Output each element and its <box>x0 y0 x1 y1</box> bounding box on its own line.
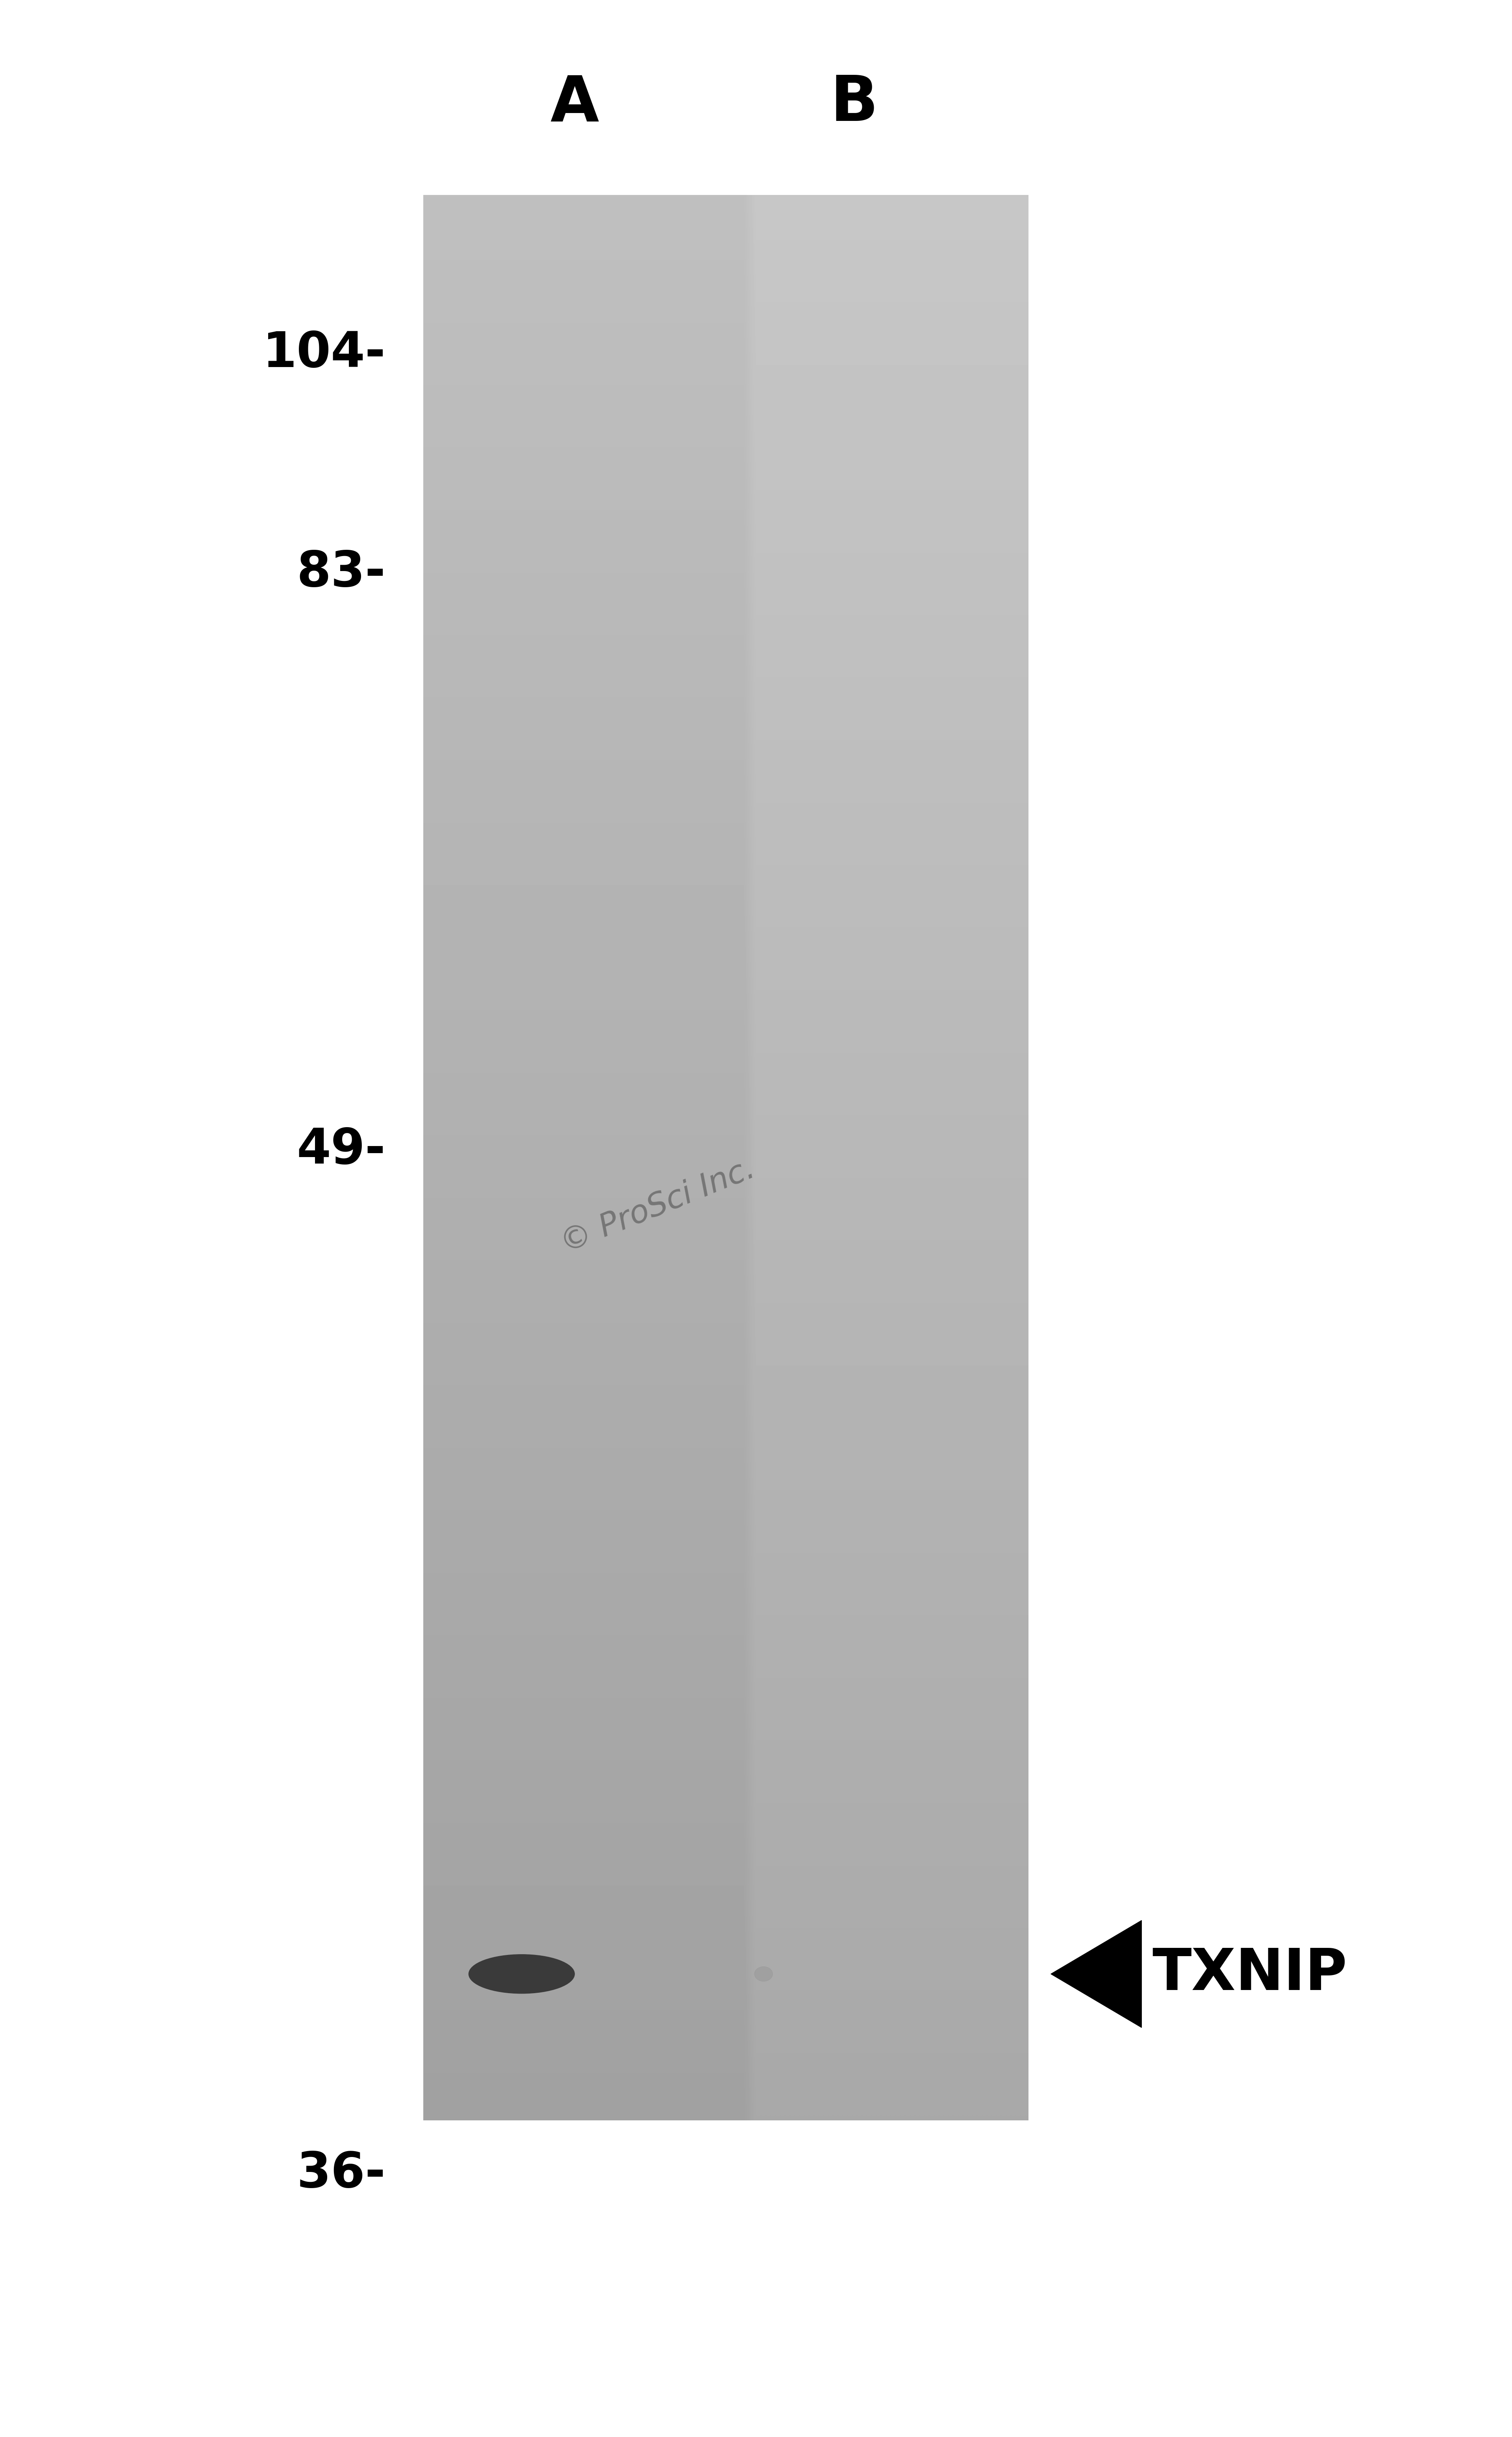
Polygon shape <box>1051 1920 1142 2028</box>
Text: 49-: 49- <box>296 1126 386 1175</box>
Text: 104-: 104- <box>263 329 386 378</box>
Text: TXNIP: TXNIP <box>1152 1947 1347 2001</box>
Text: 36-: 36- <box>296 2149 386 2198</box>
Text: 83-: 83- <box>296 548 386 597</box>
Text: A: A <box>550 73 599 134</box>
Text: © ProSci Inc.: © ProSci Inc. <box>556 1153 759 1260</box>
Ellipse shape <box>754 1967 773 1981</box>
Text: B: B <box>830 73 878 134</box>
Ellipse shape <box>469 1954 575 1993</box>
